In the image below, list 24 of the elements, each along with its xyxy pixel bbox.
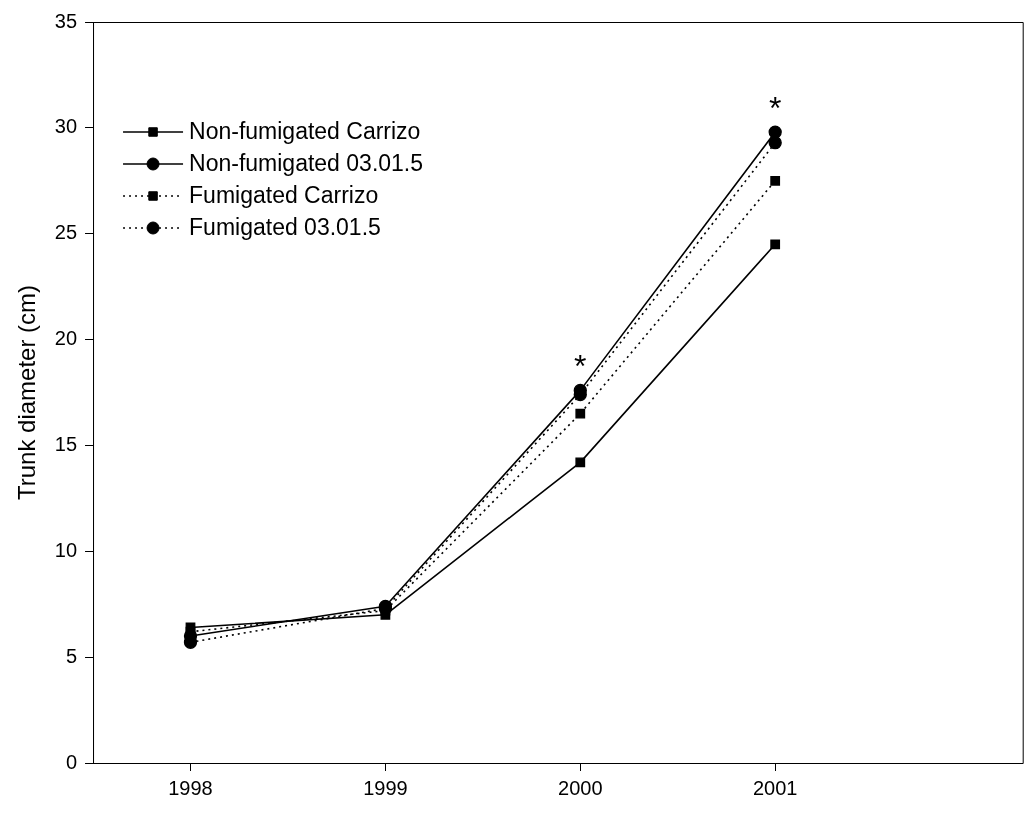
y-tick-label: 20 <box>54 327 78 350</box>
x-tick-label: 1998 <box>168 776 213 799</box>
y-tick-label: 15 <box>54 432 78 455</box>
y-tick-label: 5 <box>65 644 78 667</box>
y-tick-label: 30 <box>54 115 78 138</box>
y-tick-label: 35 <box>54 9 78 32</box>
point <box>575 408 586 419</box>
point <box>770 239 781 250</box>
x-tick-label: 2000 <box>558 776 603 799</box>
legend-label: Non-fumigated 03.01.5 <box>189 150 424 177</box>
y-tick-label: 10 <box>54 538 78 561</box>
y-axis-title: Trunk diameter (cm) <box>13 284 41 501</box>
annotation: * <box>768 89 782 126</box>
point <box>575 457 586 468</box>
legend-label: Non-fumigated Carrizo <box>189 118 421 145</box>
legend-label: Fumigated 03.01.5 <box>189 214 381 241</box>
point <box>770 175 781 186</box>
y-tick-label: 0 <box>65 750 78 773</box>
x-tick-label: 2001 <box>752 776 798 799</box>
legend-label: Fumigated Carrizo <box>189 182 379 209</box>
annotation: * <box>574 348 587 385</box>
x-tick-label: 1999 <box>363 776 408 799</box>
y-tick-label: 25 <box>54 221 78 244</box>
point <box>768 125 782 139</box>
